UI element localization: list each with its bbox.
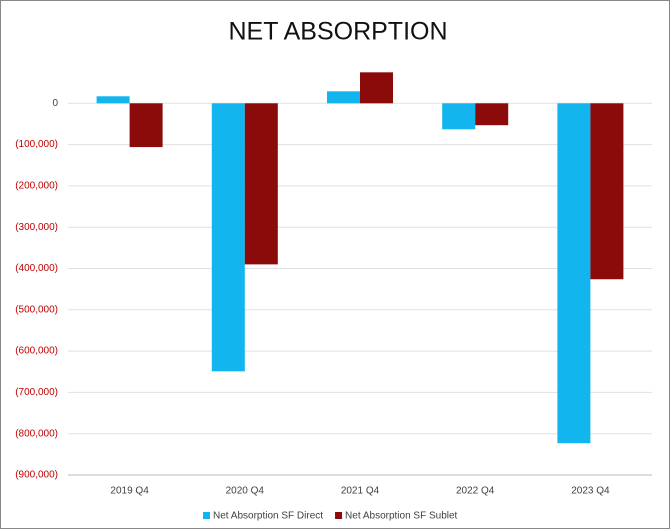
- bar: [211, 103, 245, 372]
- y-tick-label: (500,000): [15, 304, 58, 315]
- y-tick-label: 0: [52, 98, 58, 109]
- bar: [590, 103, 624, 280]
- y-tick-label: (700,000): [15, 387, 58, 398]
- legend-label: Net Absorption SF Sublet: [345, 511, 458, 522]
- bar: [96, 96, 130, 104]
- bar: [244, 103, 278, 265]
- x-tick-label: 2020 Q4: [226, 486, 265, 497]
- legend-swatch: [203, 512, 210, 519]
- bar: [129, 103, 163, 148]
- y-tick-label: (400,000): [15, 263, 58, 274]
- x-tick-label: 2022 Q4: [456, 486, 495, 497]
- y-tick-label: (600,000): [15, 346, 58, 357]
- legend-label: Net Absorption SF Direct: [213, 511, 323, 522]
- x-tick-label: 2021 Q4: [341, 486, 380, 497]
- bar: [557, 103, 591, 444]
- y-tick-label: (300,000): [15, 222, 58, 233]
- legend-swatch: [335, 512, 343, 519]
- bar: [360, 72, 393, 104]
- x-tick-label: 2023 Q4: [571, 486, 610, 497]
- y-tick-label: (200,000): [15, 181, 58, 192]
- y-tick-label: (100,000): [15, 139, 58, 150]
- y-tick-label: (900,000): [15, 470, 58, 481]
- x-tick-label: 2019 Q4: [110, 486, 149, 497]
- chart-title: NET ABSORPTION: [228, 18, 447, 46]
- bar: [475, 103, 509, 126]
- bar: [327, 91, 360, 104]
- y-tick-label: (800,000): [15, 428, 58, 439]
- bar: [442, 103, 476, 130]
